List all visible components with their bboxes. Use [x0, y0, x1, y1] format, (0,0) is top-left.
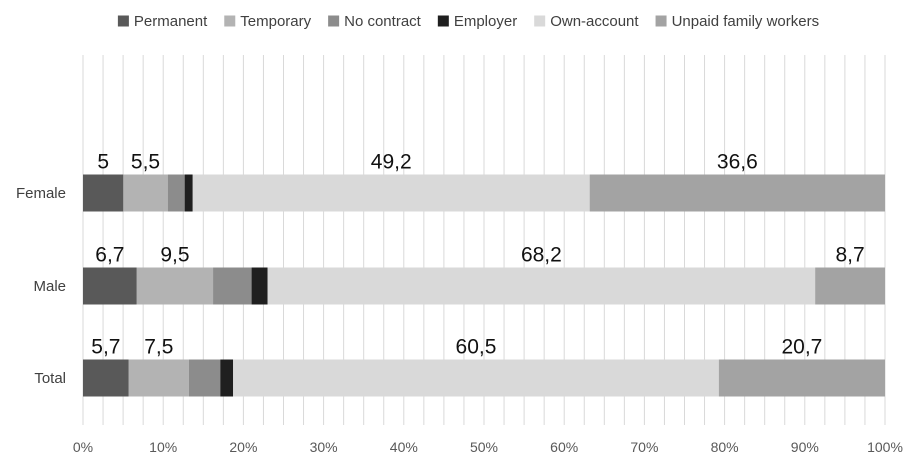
x-tick-label: 90% — [791, 439, 819, 455]
x-tick-label: 40% — [390, 439, 418, 455]
data-label-female-unpaid-family-workers: 36,6 — [717, 151, 758, 174]
legend-swatch-temporary — [224, 15, 236, 27]
data-label-total-temporary: 7,5 — [144, 336, 173, 359]
x-tick-label: 20% — [229, 439, 257, 455]
data-label-female-own-account: 49,2 — [371, 151, 412, 174]
legend-label-no-contract: No contract — [344, 13, 422, 30]
legend-label-unpaid-family-workers: Unpaid family workers — [672, 13, 820, 30]
bar-male-own-account — [267, 267, 816, 305]
bar-male-no-contract — [213, 267, 252, 305]
bar-female-unpaid-family-workers — [589, 174, 885, 212]
data-label-male-unpaid-family-workers: 8,7 — [835, 244, 864, 267]
bar-total-permanent — [83, 359, 129, 397]
data-label-female-permanent: 5 — [97, 151, 109, 174]
data-label-male-permanent: 6,7 — [95, 244, 124, 267]
bar-total-temporary — [128, 359, 189, 397]
x-tick-label: 0% — [73, 439, 93, 455]
legend-label-own-account: Own-account — [550, 13, 639, 30]
y-category-label-total: Total — [34, 370, 66, 387]
data-label-total-unpaid-family-workers: 20,7 — [781, 336, 822, 359]
data-label-female-temporary: 5,5 — [131, 151, 160, 174]
bar-total-employer — [220, 359, 234, 397]
bar-male-unpaid-family-workers — [815, 267, 885, 305]
bar-total-no-contract — [188, 359, 221, 397]
legend-label-temporary: Temporary — [240, 13, 311, 30]
y-axis: Female Male Total — [16, 185, 66, 387]
legend-swatch-permanent — [117, 15, 129, 27]
x-tick-label: 100% — [867, 439, 903, 455]
x-tick-label: 10% — [149, 439, 177, 455]
legend-swatch-employer — [437, 15, 449, 27]
bar-female-temporary — [123, 174, 168, 212]
y-category-label-female: Female — [16, 185, 66, 202]
data-label-total-permanent: 5,7 — [91, 336, 120, 359]
x-axis: 0% 10% 20% 30% 40% 50% 60% 70% 80% 90% 100% — [73, 439, 903, 455]
x-tick-label: 30% — [310, 439, 338, 455]
data-label-male-own-account: 68,2 — [521, 244, 562, 267]
legend-swatch-unpaid-family-workers — [655, 15, 667, 27]
x-tick-label: 60% — [550, 439, 578, 455]
bar-female-permanent — [83, 174, 124, 212]
bar-female-no-contract — [167, 174, 185, 212]
legend-label-employer: Employer — [454, 13, 517, 30]
bar-male-temporary — [136, 267, 214, 305]
data-label-total-own-account: 60,5 — [456, 336, 497, 359]
bar-total-unpaid-family-workers — [718, 359, 885, 397]
data-labels: 5 5,5 49,2 36,6 6,7 9,5 68,2 8,7 5,7 7,5 60,5 20,7 — [91, 151, 864, 359]
bars — [83, 174, 885, 397]
data-label-male-temporary: 9,5 — [160, 244, 189, 267]
bar-male-permanent — [83, 267, 137, 305]
bar-total-own-account — [233, 359, 719, 397]
x-tick-label: 50% — [470, 439, 498, 455]
legend-swatch-own-account — [534, 15, 546, 27]
x-tick-label: 80% — [711, 439, 739, 455]
bar-female-employer — [184, 174, 193, 212]
legend-swatch-no-contract — [328, 15, 340, 27]
bar-female-own-account — [192, 174, 590, 212]
legend: Permanent Temporary No contract Employer Own… — [117, 13, 820, 30]
bar-male-employer — [251, 267, 268, 305]
y-category-label-male: Male — [33, 278, 66, 295]
legend-label-permanent: Permanent — [134, 13, 208, 30]
x-tick-label: 70% — [630, 439, 658, 455]
